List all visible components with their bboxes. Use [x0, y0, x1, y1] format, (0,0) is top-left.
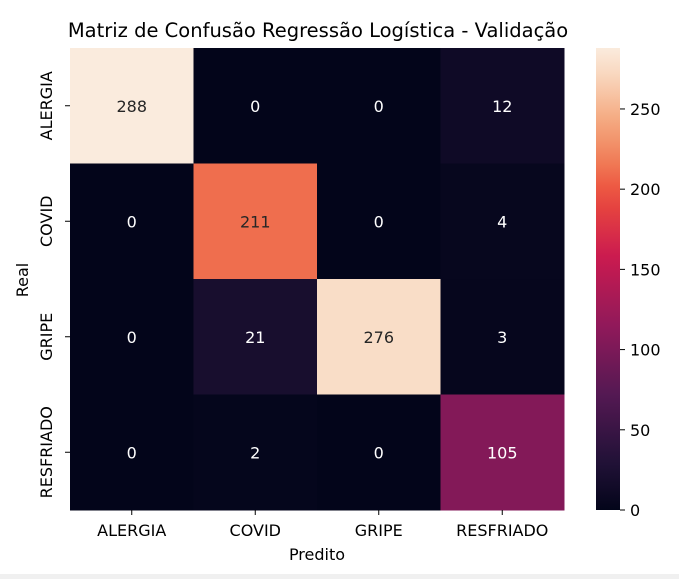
- heatmap-cell: [70, 279, 194, 395]
- heatmap-cell: [440, 279, 565, 395]
- heatmap-cell: [440, 163, 565, 280]
- y-tick-label: ALERGIA: [37, 71, 56, 140]
- colorbar-tick-label: 250: [630, 100, 661, 119]
- heatmap-cell: [193, 394, 318, 511]
- y-axis-label: Real: [13, 263, 32, 298]
- cell-value-label: 276: [363, 328, 394, 347]
- cell-value-label: 211: [240, 212, 271, 231]
- colorbar-tick-label: 100: [630, 341, 661, 360]
- cell-value-label: 0: [374, 97, 384, 116]
- cell-value-label: 0: [374, 212, 384, 231]
- y-tick-label: RESFRIADO: [37, 406, 56, 498]
- x-tick-label: COVID: [230, 521, 281, 540]
- heatmap-cell-labels: 288 0 0 12 0 211 0 4 0 21 276 3 0 2 0 105: [116, 97, 517, 463]
- heatmap-cell: [317, 163, 441, 280]
- cell-value-label: 0: [127, 212, 137, 231]
- heatmap-cell: [193, 279, 318, 395]
- colorbar-tick-label: 0: [630, 501, 640, 520]
- cell-value-label: 0: [127, 328, 137, 347]
- heatmap-cell: [317, 48, 441, 164]
- x-tick-label: GRIPE: [355, 521, 403, 540]
- cell-value-label: 3: [497, 328, 507, 347]
- heatmap-cell: [317, 279, 441, 395]
- colorbar-axis: 0 50 100 150 200 250: [620, 100, 661, 520]
- colorbar: [596, 48, 620, 510]
- cell-value-label: 2: [250, 443, 260, 462]
- heatmap-cell: [193, 163, 318, 280]
- cell-value-label: 0: [374, 443, 384, 462]
- colorbar-tick-label: 150: [630, 260, 661, 279]
- colorbar-tick-label: 200: [630, 180, 661, 199]
- heatmap-cell: [317, 394, 441, 511]
- heatmap-cell: [70, 163, 194, 280]
- y-axis: ALERGIA COVID GRIPE RESFRIADO: [37, 71, 70, 498]
- bottom-strip: [0, 574, 679, 579]
- x-tick-label: RESFRIADO: [456, 521, 548, 540]
- heatmap-cell: [440, 48, 565, 164]
- chart-title: Matriz de Confusão Regressão Logística -…: [68, 19, 568, 42]
- colorbar-tick-label: 50: [630, 421, 650, 440]
- x-axis-label: Predito: [289, 545, 345, 564]
- cell-value-label: 21: [245, 328, 265, 347]
- y-tick-label: GRIPE: [37, 313, 56, 361]
- cell-value-label: 4: [497, 212, 507, 231]
- x-axis: ALERGIA COVID GRIPE RESFRIADO: [97, 510, 548, 540]
- cell-value-label: 0: [250, 97, 260, 116]
- heatmap-cell: [440, 394, 565, 511]
- heatmap-cell: [193, 48, 318, 164]
- x-tick-label: ALERGIA: [97, 521, 166, 540]
- heatmap-cells: [70, 48, 565, 511]
- cell-value-label: 288: [116, 97, 147, 116]
- y-tick-label: COVID: [37, 196, 56, 247]
- heatmap-cell: [70, 48, 194, 164]
- cell-value-label: 0: [127, 443, 137, 462]
- heatmap-cell: [70, 394, 194, 511]
- cell-value-label: 105: [487, 443, 518, 462]
- cell-value-label: 12: [492, 97, 512, 116]
